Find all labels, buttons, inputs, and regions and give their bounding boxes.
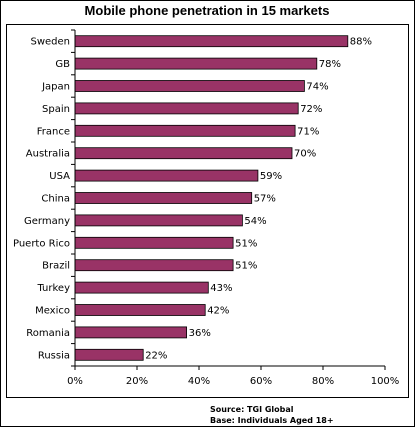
- category-label-4: France: [37, 126, 70, 137]
- bar-8: [74, 214, 243, 227]
- bar-5: [74, 147, 293, 160]
- bar-11: [74, 281, 209, 294]
- category-label-1: GB: [55, 59, 70, 70]
- bar-10: [74, 259, 234, 272]
- base-line: Base: Individuals Aged 18+: [210, 416, 334, 425]
- category-label-9: Puerto Rico: [13, 238, 70, 249]
- chart-title: Mobile phone penetration in 15 markets: [85, 3, 330, 18]
- source-line: Source: TGI Global: [210, 405, 294, 414]
- data-label-12: 42%: [207, 306, 229, 317]
- category-label-2: Japan: [41, 82, 70, 93]
- data-label-7: 57%: [254, 194, 276, 205]
- bar-9: [74, 236, 234, 249]
- data-label-5: 70%: [294, 149, 316, 160]
- category-label-5: Australia: [26, 149, 70, 160]
- data-label-3: 72%: [300, 104, 322, 115]
- bar-3: [74, 102, 299, 115]
- data-label-8: 54%: [244, 216, 266, 227]
- category-label-14: Russia: [38, 350, 70, 361]
- category-label-10: Brazil: [42, 261, 70, 272]
- x-tick-label-0: 0%: [67, 376, 83, 387]
- category-label-7: China: [41, 194, 70, 205]
- x-tick-label-2: 40%: [188, 376, 210, 387]
- data-label-9: 51%: [235, 238, 257, 249]
- bar-12: [74, 304, 206, 316]
- data-label-4: 71%: [297, 126, 319, 137]
- bar-2: [74, 80, 305, 92]
- data-label-2: 74%: [306, 82, 328, 93]
- data-label-10: 51%: [235, 261, 257, 272]
- plot-area: Sweden 88% GB 78% Japan 74% Spain 72% France 71% A…: [13, 29, 400, 387]
- bar-7: [74, 192, 253, 204]
- category-label-12: Mexico: [35, 306, 70, 317]
- category-label-8: Germany: [24, 216, 70, 227]
- x-tick-label-1: 20%: [126, 376, 148, 387]
- data-label-14: 22%: [145, 350, 167, 361]
- data-label-13: 36%: [189, 328, 211, 339]
- x-tick-label-5: 100%: [371, 376, 400, 387]
- category-label-3: Spain: [42, 104, 70, 115]
- data-label-0: 88%: [350, 37, 372, 48]
- data-label-6: 59%: [260, 171, 282, 182]
- x-tick-label-4: 80%: [312, 376, 334, 387]
- category-label-6: USA: [49, 171, 70, 182]
- category-label-13: Romania: [26, 328, 70, 339]
- bar-1: [74, 57, 318, 70]
- category-label-11: Turkey: [36, 283, 70, 294]
- bar-6: [74, 169, 259, 182]
- x-tick-label-3: 60%: [250, 376, 272, 387]
- bar-14: [74, 348, 144, 361]
- data-label-11: 43%: [210, 283, 232, 294]
- bar-13: [74, 326, 187, 339]
- data-label-1: 78%: [319, 59, 341, 70]
- bar-0: [74, 35, 349, 48]
- category-label-0: Sweden: [30, 37, 70, 48]
- bar-4: [74, 124, 296, 137]
